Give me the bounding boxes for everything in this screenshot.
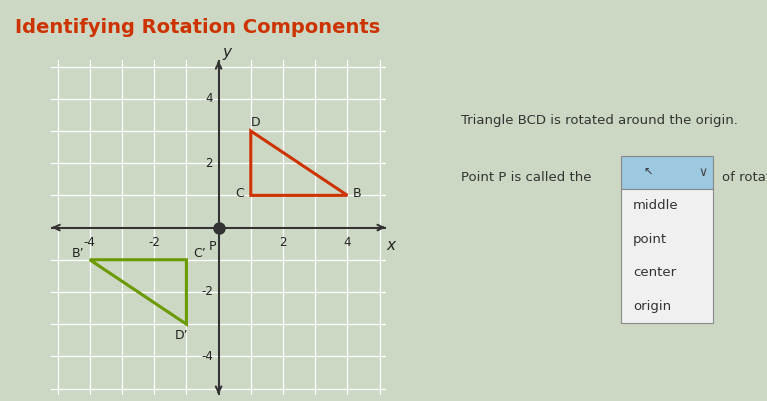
Text: of rotation.: of rotation. — [722, 171, 767, 184]
Text: Point P is called the: Point P is called the — [461, 171, 591, 184]
Text: 4: 4 — [344, 236, 351, 249]
Text: -2: -2 — [148, 236, 160, 249]
Text: x: x — [387, 238, 396, 253]
Text: 2: 2 — [206, 157, 212, 170]
Text: C: C — [235, 187, 244, 200]
Text: B: B — [353, 187, 361, 200]
Text: middle: middle — [633, 199, 678, 212]
Text: D’: D’ — [175, 329, 189, 342]
Text: -4: -4 — [84, 236, 96, 249]
Text: origin: origin — [633, 300, 671, 313]
Text: Triangle BCD is rotated around the origin.: Triangle BCD is rotated around the origi… — [461, 114, 738, 127]
Text: Identifying Rotation Components: Identifying Rotation Components — [15, 18, 380, 36]
Text: ↖: ↖ — [644, 167, 653, 177]
Text: P: P — [209, 240, 216, 253]
Text: point: point — [633, 233, 667, 246]
Text: 4: 4 — [206, 92, 212, 105]
Text: ∨: ∨ — [699, 166, 708, 179]
Text: D: D — [251, 116, 261, 130]
Text: B’: B’ — [72, 247, 85, 261]
Text: -2: -2 — [201, 286, 212, 298]
Text: 2: 2 — [279, 236, 287, 249]
Text: -4: -4 — [201, 350, 212, 363]
Text: center: center — [633, 266, 676, 279]
Text: y: y — [222, 45, 232, 59]
FancyBboxPatch shape — [621, 189, 713, 323]
Text: C’: C’ — [193, 247, 206, 261]
FancyBboxPatch shape — [621, 156, 713, 189]
